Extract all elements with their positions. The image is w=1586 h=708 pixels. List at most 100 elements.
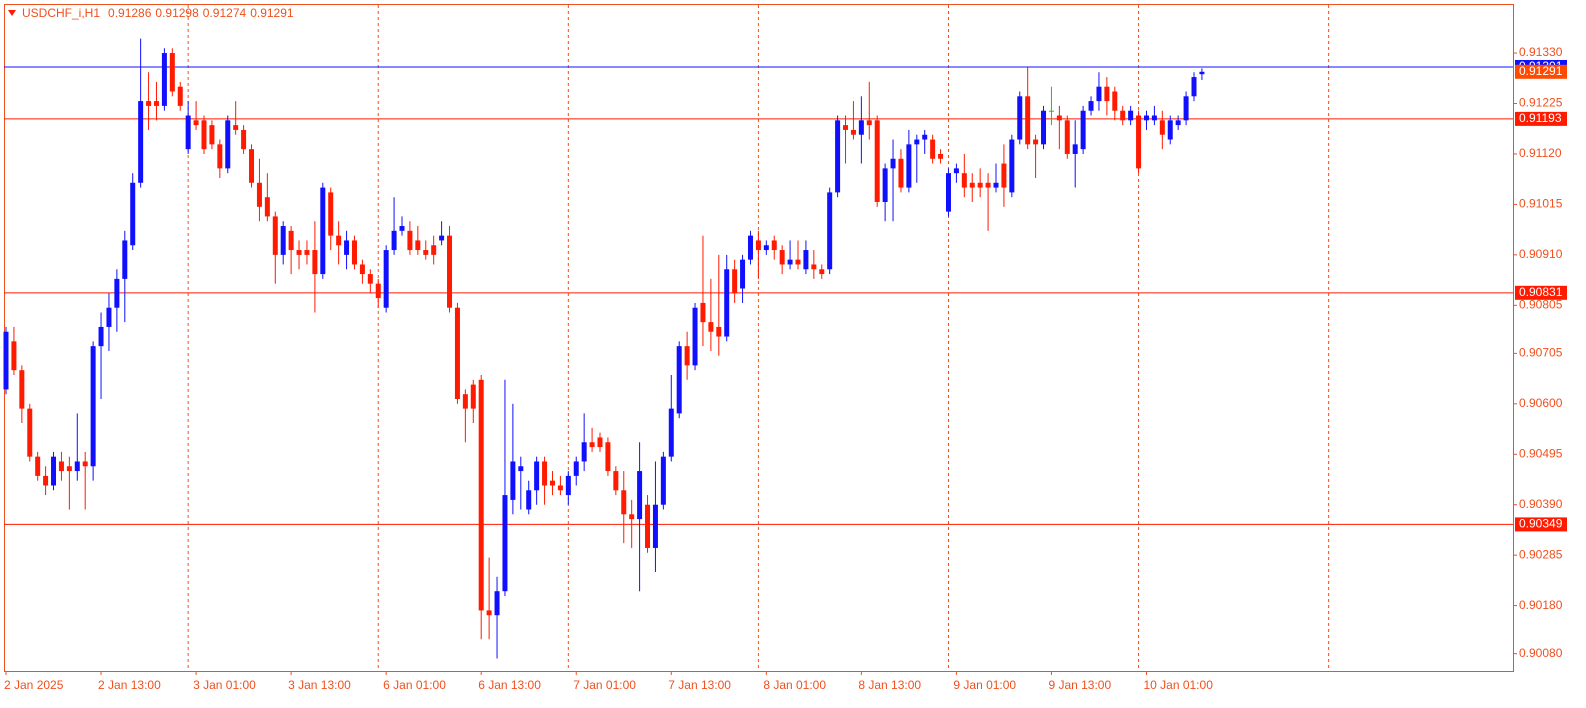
candle-body bbox=[660, 456, 666, 505]
candle-body bbox=[383, 250, 389, 308]
candle-body bbox=[19, 370, 25, 409]
level-label: 0.90831 bbox=[1519, 285, 1563, 299]
candle-body bbox=[874, 120, 880, 203]
y-tick-label: 0.90180 bbox=[1519, 598, 1563, 612]
x-tick-label: 8 Jan 01:00 bbox=[763, 678, 826, 692]
candle-body bbox=[961, 173, 967, 188]
candle-body bbox=[1104, 86, 1110, 102]
candle-body bbox=[716, 326, 722, 337]
candle-body bbox=[153, 101, 159, 106]
candle-body bbox=[1033, 139, 1039, 145]
candle-body bbox=[724, 269, 730, 337]
candle-body bbox=[1112, 91, 1118, 111]
candle-body bbox=[866, 120, 872, 126]
price-label-box bbox=[1515, 64, 1567, 79]
x-tick-label: 9 Jan 01:00 bbox=[953, 678, 1016, 692]
candle-body bbox=[811, 264, 817, 270]
candle-body bbox=[272, 216, 278, 255]
level-label: 0.91193 bbox=[1519, 111, 1562, 125]
candle-body bbox=[122, 240, 128, 279]
candle-body bbox=[930, 139, 936, 159]
x-tick-label: 2 Jan 2025 bbox=[4, 678, 64, 692]
candle-body bbox=[74, 461, 80, 472]
y-tick-label: 0.91015 bbox=[1519, 197, 1563, 211]
candle-body bbox=[106, 307, 112, 327]
candle-body bbox=[676, 346, 682, 414]
candle-body bbox=[581, 442, 587, 462]
candle-body bbox=[945, 173, 951, 212]
candle-body bbox=[953, 168, 959, 174]
candle-body bbox=[795, 259, 801, 265]
x-tick-label: 3 Jan 13:00 bbox=[288, 678, 351, 692]
candle-body bbox=[668, 408, 674, 457]
x-tick-label: 6 Jan 01:00 bbox=[383, 678, 446, 692]
y-tick-label: 0.90705 bbox=[1519, 346, 1563, 360]
candle-body bbox=[502, 495, 508, 592]
y-tick-label: 0.91330 bbox=[1519, 45, 1563, 59]
header-value: 0.91274 bbox=[203, 6, 247, 20]
x-tick-label: 7 Jan 01:00 bbox=[573, 678, 636, 692]
candle-body bbox=[637, 471, 643, 520]
candle-body bbox=[11, 341, 17, 371]
candle-body bbox=[399, 226, 405, 231]
candle-body bbox=[542, 461, 548, 486]
y-tick-label: 0.90080 bbox=[1519, 646, 1563, 660]
candle-body bbox=[423, 250, 429, 255]
x-tick-label: 2 Jan 13:00 bbox=[98, 678, 161, 692]
candle-body bbox=[1064, 120, 1070, 154]
candle-body bbox=[1199, 71, 1205, 75]
candle-body bbox=[1136, 115, 1142, 169]
level-label: 0.90349 bbox=[1519, 517, 1563, 531]
candle-body bbox=[27, 408, 33, 457]
candle-body bbox=[700, 302, 706, 323]
candle-body bbox=[359, 264, 365, 275]
candle-body bbox=[328, 192, 334, 236]
candle-body bbox=[518, 466, 524, 472]
candle-body bbox=[906, 144, 912, 188]
candle-body bbox=[684, 346, 690, 366]
candle-body bbox=[454, 307, 460, 400]
candle-body bbox=[391, 230, 397, 251]
candle-body bbox=[755, 240, 761, 251]
level-label-box bbox=[1515, 285, 1567, 300]
collapse-icon[interactable] bbox=[8, 10, 16, 16]
candle-body bbox=[803, 250, 809, 270]
x-tick-label: 9 Jan 13:00 bbox=[1048, 678, 1111, 692]
candle-body bbox=[1056, 115, 1062, 121]
candle-body bbox=[296, 250, 302, 255]
candle-body bbox=[35, 456, 41, 476]
candle-body bbox=[185, 115, 191, 150]
candle-body bbox=[217, 144, 223, 169]
candle-body bbox=[256, 182, 262, 207]
candle-body bbox=[645, 504, 651, 548]
y-tick-label: 0.90495 bbox=[1519, 446, 1563, 460]
candle-body bbox=[1088, 101, 1094, 111]
candle-body bbox=[169, 53, 175, 92]
candle-body bbox=[747, 235, 753, 260]
y-tick-label: 0.90805 bbox=[1519, 297, 1563, 311]
candle-body bbox=[1072, 144, 1078, 154]
candle-body bbox=[843, 125, 849, 130]
candle-body bbox=[439, 235, 445, 241]
price-label: 0.91291 bbox=[1519, 64, 1563, 78]
candle-body bbox=[787, 259, 793, 265]
candle-body bbox=[1128, 110, 1134, 121]
candle-body bbox=[375, 283, 381, 299]
candle-body bbox=[1001, 163, 1007, 188]
candle-body bbox=[415, 240, 421, 251]
candle-body bbox=[882, 168, 888, 203]
candle-body bbox=[51, 456, 57, 486]
candle-body bbox=[549, 480, 555, 486]
candle-body bbox=[1017, 96, 1023, 140]
x-tick-label: 3 Jan 01:00 bbox=[193, 678, 256, 692]
header-value: 0.91298 bbox=[155, 6, 199, 20]
candle-body bbox=[1183, 96, 1189, 121]
candle-body bbox=[478, 379, 484, 611]
candle-body bbox=[613, 471, 619, 491]
candle-body bbox=[1009, 139, 1015, 193]
candle-body bbox=[344, 240, 350, 255]
candle-body bbox=[827, 192, 833, 270]
candle-body bbox=[779, 250, 785, 265]
candle-body bbox=[573, 461, 579, 476]
